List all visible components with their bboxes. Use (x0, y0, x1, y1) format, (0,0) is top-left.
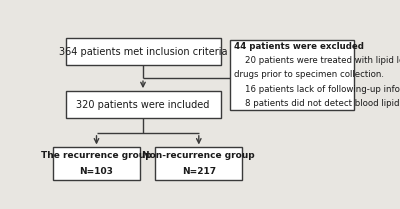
FancyBboxPatch shape (66, 91, 220, 119)
FancyBboxPatch shape (155, 147, 242, 180)
FancyBboxPatch shape (66, 38, 220, 65)
Text: 8 patients did not detect blood lipid levels.: 8 patients did not detect blood lipid le… (234, 99, 400, 108)
Text: Non-recurrence group: Non-recurrence group (142, 151, 255, 160)
Text: 44 patients were excluded: 44 patients were excluded (234, 42, 363, 51)
FancyBboxPatch shape (53, 147, 140, 180)
Text: N=103: N=103 (80, 167, 114, 176)
Text: N=217: N=217 (182, 167, 216, 176)
Text: 364 patients met inclusion criteria: 364 patients met inclusion criteria (59, 47, 227, 57)
Text: 20 patients were treated with lipid lowering: 20 patients were treated with lipid lowe… (234, 56, 400, 65)
Text: 320 patients were included: 320 patients were included (76, 100, 210, 110)
Text: drugs prior to specimen collection.: drugs prior to specimen collection. (234, 70, 384, 79)
FancyBboxPatch shape (230, 40, 354, 110)
Text: The recurrence group: The recurrence group (41, 151, 152, 160)
Text: 16 patients lack of following-up information.: 16 patients lack of following-up informa… (234, 85, 400, 94)
